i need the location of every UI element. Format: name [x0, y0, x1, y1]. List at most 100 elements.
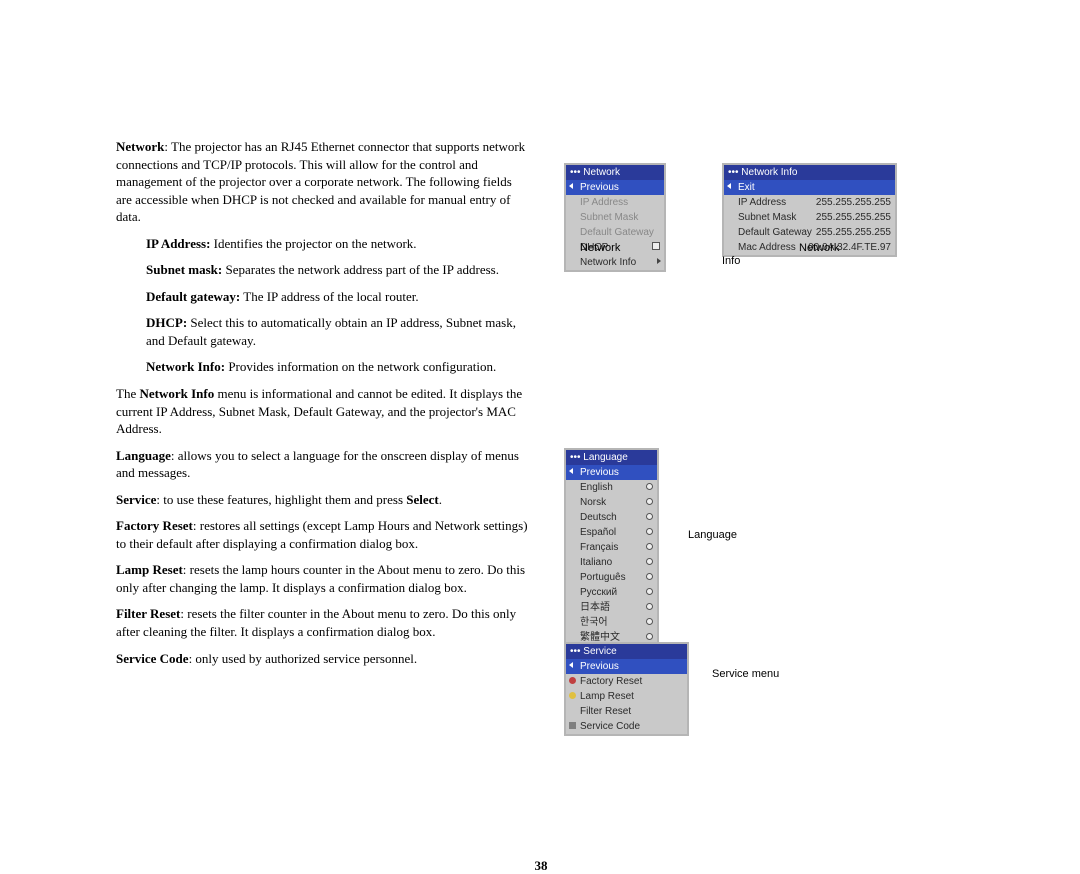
para-filter-reset: Filter Reset: resets the filter counter …: [116, 605, 530, 640]
menu-item: Deutsch: [566, 510, 657, 525]
caption-network-info-2: Info: [722, 255, 740, 267]
menu-title: ••• Service: [566, 644, 687, 659]
para-gateway: Default gateway: The IP address of the l…: [146, 288, 530, 306]
menu-item-label: 한국어: [580, 617, 608, 628]
menu-item: IP Address 255.255.255.255: [724, 195, 895, 210]
radio-icon: [646, 588, 653, 595]
menu-item: 日本語: [566, 600, 657, 615]
radio-icon: [646, 618, 653, 625]
menu-item-label: Français: [580, 542, 618, 553]
radio-icon: [646, 633, 653, 640]
menu-service: ••• Service Previous Factory Reset Lamp Res…: [564, 642, 689, 736]
para-network: Network: The projector has an RJ45 Ether…: [116, 138, 530, 226]
menu-item-label: Previous: [580, 467, 619, 478]
menu-item-label: Default Gateway: [580, 227, 654, 238]
menu-item-label: IP Address: [580, 197, 628, 208]
caption-network-info-1: Network: [799, 242, 839, 254]
menu-item: Português: [566, 570, 657, 585]
wrench-icon: [569, 722, 576, 729]
menu-item-label: Default Gateway: [738, 227, 812, 238]
menu-item: Previous: [566, 465, 657, 480]
menu-item-label: Previous: [580, 182, 619, 193]
menu-title: ••• Network: [566, 165, 664, 180]
para-network-info: Network Info: Provides information on th…: [146, 358, 530, 376]
menu-item: Factory Reset: [566, 674, 687, 689]
menu-network: ••• Network Previous IP Address Subnet Mask…: [564, 163, 666, 272]
menu-item: Previous: [566, 180, 664, 195]
checkbox-icon: [652, 242, 660, 250]
menu-item-label: Deutsch: [580, 512, 617, 523]
manual-page: Network: The projector has an RJ45 Ether…: [116, 138, 966, 676]
menu-item: Norsk: [566, 495, 657, 510]
para-lamp-reset: Lamp Reset: resets the lamp hours counte…: [116, 561, 530, 596]
text-column: Network: The projector has an RJ45 Ether…: [116, 138, 530, 676]
radio-icon: [646, 558, 653, 565]
menu-item-label: Service Code: [580, 721, 640, 732]
reset-icon: [569, 677, 576, 684]
menu-item: Français: [566, 540, 657, 555]
back-arrow-icon: [569, 183, 573, 189]
para-dhcp: DHCP: Select this to automatically obtai…: [146, 314, 530, 349]
submenu-arrow-icon: [657, 258, 661, 264]
caption-network: Network: [580, 242, 620, 254]
menu-language: ••• Language Previous English Norsk Deutsch E…: [564, 448, 659, 662]
menu-item-label: Subnet Mask: [580, 212, 638, 223]
menu-item-label: Exit: [738, 182, 755, 193]
caption-language: Language: [688, 529, 737, 541]
menu-item-label: Filter Reset: [580, 706, 631, 717]
menu-item: Italiano: [566, 555, 657, 570]
menu-item: IP Address: [566, 195, 664, 210]
menu-item-label: English: [580, 482, 613, 493]
radio-icon: [646, 528, 653, 535]
menu-item-label: Subnet Mask: [738, 212, 796, 223]
menu-item: Subnet Mask 255.255.255.255: [724, 210, 895, 225]
menu-item-label: Previous: [580, 661, 619, 672]
menu-item-label: Italiano: [580, 557, 612, 568]
radio-icon: [646, 483, 653, 490]
menu-item: Русский: [566, 585, 657, 600]
menu-item: Network Info: [566, 255, 664, 270]
menu-item-label: Mac Address: [738, 242, 796, 253]
lamp-icon: [569, 692, 576, 699]
para-language: Language: allows you to select a languag…: [116, 447, 530, 482]
radio-icon: [646, 573, 653, 580]
back-arrow-icon: [727, 183, 731, 189]
menu-item-label: Network Info: [580, 257, 636, 268]
menu-item: Previous: [566, 659, 687, 674]
back-arrow-icon: [569, 662, 573, 668]
menu-item: Lamp Reset: [566, 689, 687, 704]
menu-item-label: IP Address: [738, 197, 786, 208]
menu-item-label: Português: [580, 572, 626, 583]
menu-item: Español: [566, 525, 657, 540]
menu-item: Exit: [724, 180, 895, 195]
para-network-info-2: The Network Info menu is informational a…: [116, 385, 530, 438]
menu-item-value: 255.255.255.255: [816, 196, 891, 209]
menu-item: Subnet Mask: [566, 210, 664, 225]
page-number: 38: [535, 858, 548, 874]
menu-item: 한국어: [566, 615, 657, 630]
para-service-code: Service Code: only used by authorized se…: [116, 650, 530, 668]
para-factory-reset: Factory Reset: restores all settings (ex…: [116, 517, 530, 552]
para-subnet: Subnet mask: Separates the network addre…: [146, 261, 530, 279]
menu-title: ••• Network Info: [724, 165, 895, 180]
radio-icon: [646, 603, 653, 610]
radio-icon: [646, 513, 653, 520]
menu-item-label: 日本語: [580, 602, 610, 613]
menu-item: Service Code: [566, 719, 687, 734]
radio-icon: [646, 498, 653, 505]
menu-item-value: 255.255.255.255: [816, 211, 891, 224]
para-ip: IP Address: Identifies the projector on …: [146, 235, 530, 253]
menu-item-label: Norsk: [580, 497, 606, 508]
menu-item: Filter Reset: [566, 704, 687, 719]
menu-item: Default Gateway 255.255.255.255: [724, 225, 895, 240]
menu-item: Default Gateway: [566, 225, 664, 240]
menu-item-label: Lamp Reset: [580, 691, 634, 702]
caption-service: Service menu: [712, 668, 779, 680]
radio-icon: [646, 543, 653, 550]
back-arrow-icon: [569, 468, 573, 474]
menu-title: ••• Language: [566, 450, 657, 465]
menu-item-label: Русский: [580, 587, 617, 598]
menu-item-label: Factory Reset: [580, 676, 642, 687]
menu-item-value: 255.255.255.255: [816, 226, 891, 239]
menu-item-label: Español: [580, 527, 616, 538]
